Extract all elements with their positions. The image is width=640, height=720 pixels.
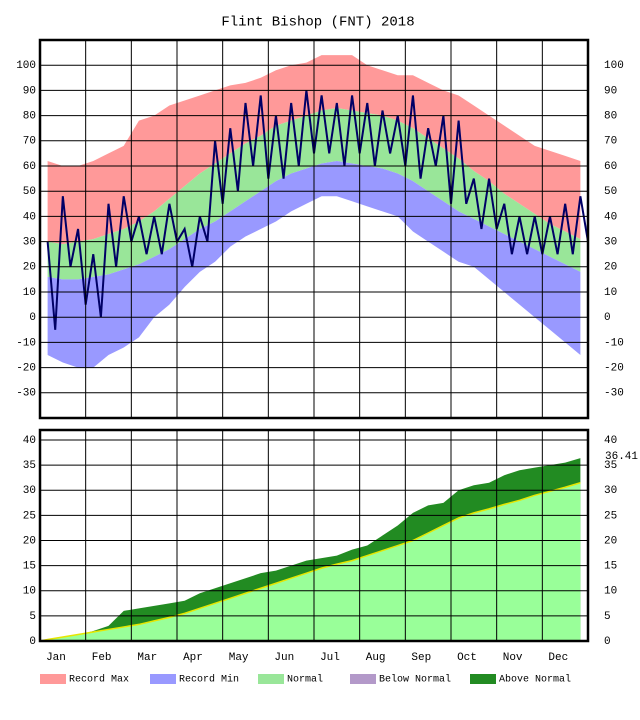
y-tick-label: -30 xyxy=(16,388,36,400)
y-tick-label-right: 80 xyxy=(604,111,617,123)
y-tick-label: -10 xyxy=(16,337,36,349)
legend-label: Record Max xyxy=(69,674,129,686)
final-total-label: 36.41 xyxy=(605,451,638,463)
x-tick-label: Jul xyxy=(320,652,340,664)
y-tick-label-right: 10 xyxy=(604,287,617,299)
x-tick-label: Sep xyxy=(411,652,431,664)
y-tick-label: 30 xyxy=(23,485,36,497)
plot-frame xyxy=(38,38,590,420)
y-tick-label: 40 xyxy=(23,435,36,447)
legend-label: Record Min xyxy=(179,674,239,686)
legend-label: Above Normal xyxy=(499,674,571,686)
y-tick-label: -20 xyxy=(16,363,36,375)
x-tick-label: Aug xyxy=(366,652,386,664)
y-tick-label-right: 35 xyxy=(604,460,617,472)
y-tick-label: 30 xyxy=(23,237,36,249)
y-tick-label-right: 15 xyxy=(604,561,617,573)
y-tick-label-right: 20 xyxy=(604,262,617,274)
y-tick-label: 5 xyxy=(29,611,36,623)
y-tick-label-right: -20 xyxy=(604,363,624,375)
y-tick-label-right: 30 xyxy=(604,237,617,249)
y-tick-label-right: 70 xyxy=(604,136,617,148)
y-tick-label: 80 xyxy=(23,111,36,123)
y-tick-label-right: 40 xyxy=(604,435,617,447)
y-tick-label-right: 90 xyxy=(604,85,617,97)
x-tick-label: Oct xyxy=(457,652,477,664)
plot-frame xyxy=(38,428,590,643)
y-tick-label-right: -30 xyxy=(604,388,624,400)
x-tick-label: Feb xyxy=(92,652,112,664)
y-tick-label: 20 xyxy=(23,262,36,274)
y-tick-label: 90 xyxy=(23,85,36,97)
x-tick-label: May xyxy=(229,652,249,664)
legend-label: Normal xyxy=(287,674,323,686)
normal-line xyxy=(39,482,581,642)
legend-swatch xyxy=(350,674,376,684)
x-tick-label: Apr xyxy=(183,652,203,664)
y-tick-label: 70 xyxy=(23,136,36,148)
x-tick-label: Mar xyxy=(137,652,157,664)
y-tick-label-right: 60 xyxy=(604,161,617,173)
y-tick-label-right: 40 xyxy=(604,211,617,223)
record-min-area xyxy=(47,160,581,368)
y-tick-label: 15 xyxy=(23,561,36,573)
y-tick-label: 35 xyxy=(23,460,36,472)
y-tick-label: 40 xyxy=(23,211,36,223)
legend-swatch xyxy=(40,674,66,684)
record-max-area xyxy=(47,55,581,245)
legend-label: Below Normal xyxy=(379,674,451,686)
y-tick-label: 0 xyxy=(29,312,36,324)
y-tick-label: 10 xyxy=(23,586,36,598)
y-tick-label: 25 xyxy=(23,510,36,522)
y-tick-label: 0 xyxy=(29,636,36,648)
x-tick-label: Dec xyxy=(548,652,568,664)
y-tick-label: 20 xyxy=(23,535,36,547)
x-tick-label: Nov xyxy=(503,652,523,664)
legend-swatch xyxy=(470,674,496,684)
legend-swatch xyxy=(258,674,284,684)
y-tick-label-right: 20 xyxy=(604,535,617,547)
y-tick-label-right: 50 xyxy=(604,186,617,198)
observed-line xyxy=(46,90,589,330)
y-tick-label-right: 25 xyxy=(604,510,617,522)
x-tick-label: Jun xyxy=(274,652,294,664)
y-tick-label-right: 100 xyxy=(604,60,624,72)
y-tick-label: 50 xyxy=(23,186,36,198)
y-tick-label: 10 xyxy=(23,287,36,299)
x-tick-label: Jan xyxy=(46,652,66,664)
y-tick-label-right: 10 xyxy=(604,586,617,598)
y-tick-label-right: -10 xyxy=(604,337,624,349)
y-tick-label-right: 30 xyxy=(604,485,617,497)
y-tick-label: 60 xyxy=(23,161,36,173)
y-tick-label: 100 xyxy=(16,60,36,72)
legend-swatch xyxy=(150,674,176,684)
normal-area xyxy=(40,482,581,641)
y-tick-label-right: 0 xyxy=(604,312,611,324)
y-tick-label-right: 5 xyxy=(604,611,611,623)
y-tick-label-right: 0 xyxy=(604,636,611,648)
chart-title: Flint Bishop (FNT) 2018 xyxy=(221,15,414,31)
